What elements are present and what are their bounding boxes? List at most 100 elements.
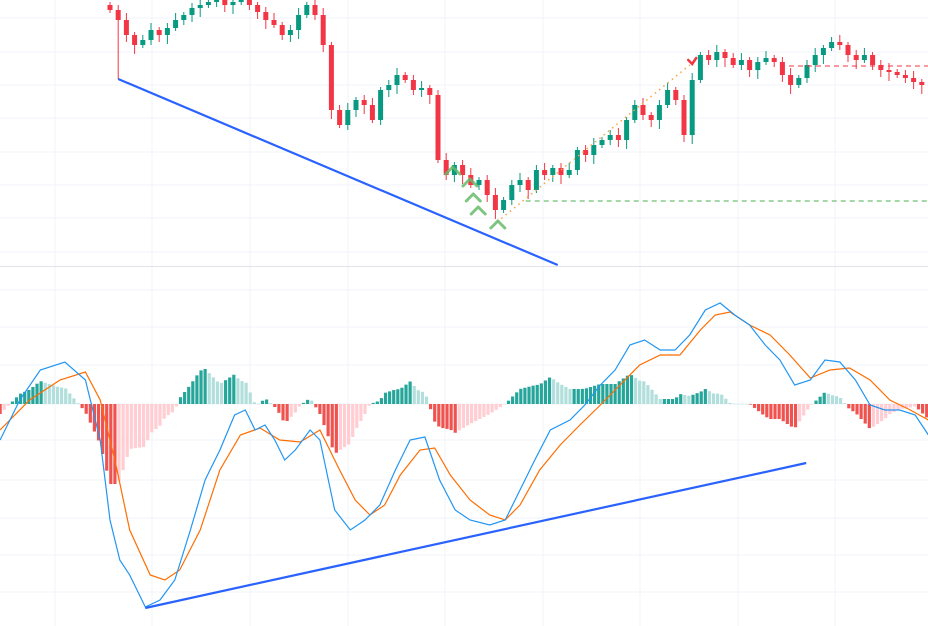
candle	[197, 0, 203, 17]
histogram-bar	[113, 404, 117, 484]
histogram-bar	[539, 383, 543, 404]
candle	[804, 60, 810, 83]
histogram-bar	[183, 392, 187, 404]
candle-body	[123, 20, 129, 35]
histogram-bar	[318, 404, 322, 414]
histogram-bar	[658, 399, 662, 404]
histogram-bar	[27, 389, 31, 404]
histogram-bar	[187, 386, 191, 404]
histogram-bar	[556, 382, 560, 404]
candle	[681, 95, 687, 142]
candle-body	[870, 55, 876, 65]
candle-body	[550, 168, 556, 175]
drawings[interactable]	[117, 56, 928, 610]
candle	[435, 90, 441, 163]
candle	[861, 48, 867, 63]
histogram-bar	[256, 403, 261, 405]
candle-body	[164, 28, 170, 35]
candle	[394, 68, 400, 94]
histogram-bar	[191, 381, 195, 404]
histogram-bar	[482, 404, 486, 417]
candle	[689, 73, 695, 144]
candle	[550, 165, 556, 182]
candle-body	[722, 52, 728, 58]
candle	[574, 147, 580, 175]
candle	[402, 72, 408, 83]
histogram-bar	[523, 387, 527, 404]
histogram-bar	[580, 388, 584, 404]
histogram-bar	[888, 404, 892, 414]
histogram-bar	[597, 384, 601, 404]
candle-body	[566, 170, 572, 175]
candle-body	[156, 30, 162, 35]
histogram-bar	[777, 404, 781, 419]
histogram-bar	[457, 404, 461, 431]
candle	[287, 25, 293, 42]
histogram-bar	[568, 389, 572, 404]
histogram-bar	[880, 404, 884, 422]
histogram-bar	[814, 400, 818, 404]
candle-body	[427, 88, 433, 95]
histogram-bar	[392, 390, 396, 404]
candle	[460, 160, 466, 184]
histogram-bar	[683, 395, 687, 404]
histogram-bar	[695, 393, 699, 404]
candle-body	[394, 75, 400, 85]
candle	[164, 23, 170, 44]
candle	[706, 50, 712, 65]
candle	[583, 145, 589, 162]
histogram-bar	[859, 404, 863, 420]
histogram-bar	[273, 404, 277, 407]
histogram-bar	[396, 389, 400, 404]
candle	[624, 117, 630, 149]
histogram-bar	[76, 403, 80, 404]
histogram-bar	[757, 404, 761, 412]
candle-body	[271, 20, 277, 25]
histogram-bar	[297, 404, 302, 407]
candle	[279, 22, 285, 40]
candle	[640, 98, 646, 120]
histogram-bar	[375, 401, 379, 404]
price-trend-line[interactable]	[117, 77, 559, 267]
histogram-bar	[572, 389, 576, 404]
histogram-bar	[711, 393, 716, 404]
candle-body	[599, 140, 605, 145]
candle-body	[205, 2, 211, 5]
histogram-bar	[543, 380, 548, 404]
buy-chevron-icon	[469, 205, 487, 216]
histogram-bar	[408, 381, 412, 404]
histogram-bar	[215, 381, 220, 404]
candle-body	[911, 78, 917, 82]
candle	[156, 27, 162, 42]
histogram-bar	[236, 378, 240, 404]
histogram-bar	[6, 404, 10, 406]
histogram-bar	[252, 402, 256, 404]
candle-body	[107, 5, 113, 10]
histogram-bar	[535, 384, 539, 404]
histogram-bar	[125, 404, 129, 457]
candle-body	[378, 90, 384, 120]
histogram-bar	[429, 404, 433, 410]
candle-body	[173, 20, 179, 28]
histogram-bar	[613, 384, 617, 404]
macd-trend-line[interactable]	[145, 461, 807, 610]
histogram-bar	[716, 393, 720, 404]
candle-body	[640, 105, 646, 115]
candle	[238, 0, 244, 5]
histogram-bar	[646, 385, 650, 404]
histogram-bar	[916, 404, 921, 410]
histogram-bar	[851, 404, 855, 412]
histogram-bar	[621, 378, 625, 404]
histogram-bar	[752, 404, 757, 408]
histogram-bar	[207, 373, 211, 404]
histogram-bar	[277, 404, 281, 413]
histogram-bar	[576, 389, 580, 404]
candle	[189, 3, 195, 22]
candle-body	[476, 180, 482, 185]
histogram-bar	[310, 400, 314, 404]
candle	[296, 8, 302, 39]
histogram-bar	[146, 404, 150, 441]
histogram-bar	[367, 404, 371, 406]
signal-line	[0, 311, 928, 581]
